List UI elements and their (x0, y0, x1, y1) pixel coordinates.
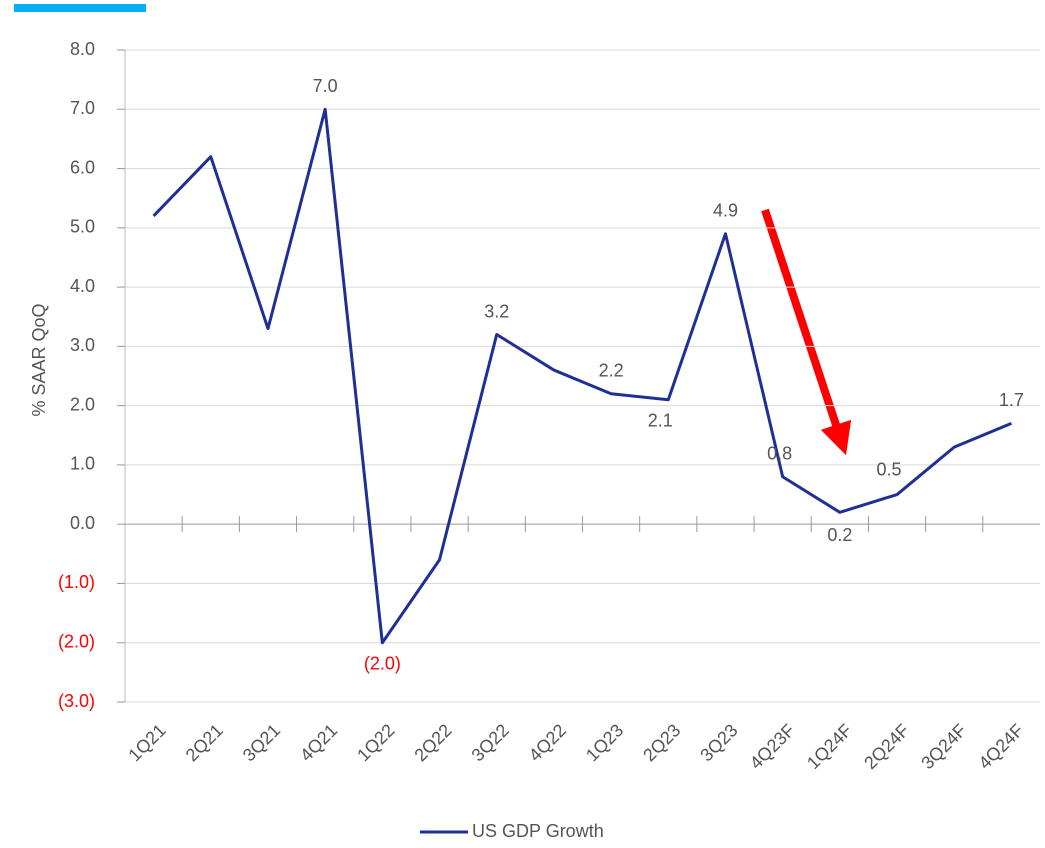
x-tick-label: 3Q23 (696, 720, 741, 765)
y-tick-label: 2.0 (70, 394, 95, 414)
legend-label: US GDP Growth (472, 821, 604, 841)
x-tick-label: 2Q24F (860, 720, 913, 773)
y-tick-label: 5.0 (70, 217, 95, 237)
x-tick-label: 2Q23 (639, 720, 684, 765)
data-label: 4.9 (713, 200, 738, 220)
x-tick-label: 3Q24F (917, 720, 970, 773)
x-tick-label: 1Q21 (124, 720, 169, 765)
data-label: 0.2 (827, 525, 852, 545)
x-tick-label: 4Q24F (975, 720, 1028, 773)
x-tick-label: 3Q21 (239, 720, 284, 765)
y-tick-label: 1.0 (70, 454, 95, 474)
data-label: 0.5 (877, 459, 902, 479)
y-tick-label: 0.0 (70, 513, 95, 533)
accent-bar (14, 4, 146, 12)
data-label: 1.7 (999, 390, 1024, 410)
x-tick-label: 2Q22 (410, 720, 455, 765)
y-tick-label: 8.0 (70, 39, 95, 59)
x-tick-label: 4Q23F (746, 720, 799, 773)
x-tick-label: 1Q24F (803, 720, 856, 773)
data-label: 2.2 (599, 361, 624, 381)
y-tick-label: (2.0) (58, 631, 95, 651)
x-tick-label: 1Q23 (582, 720, 627, 765)
y-tick-label: (3.0) (58, 691, 95, 711)
y-tick-label: 7.0 (70, 98, 95, 118)
data-label: 2.1 (648, 410, 673, 430)
y-axis-title: % SAAR QoQ (29, 303, 49, 416)
data-line (152, 107, 1012, 645)
annotation-arrow (761, 208, 852, 456)
x-tick-label: 2Q21 (182, 720, 227, 765)
x-tick-label: 1Q22 (353, 720, 398, 765)
x-tick-label: 4Q21 (296, 720, 341, 765)
y-tick-label: 4.0 (70, 276, 95, 296)
x-tick-label: 4Q22 (525, 720, 570, 765)
y-tick-label: 6.0 (70, 157, 95, 177)
y-tick-label: 3.0 (70, 335, 95, 355)
data-label: (2.0) (364, 653, 401, 673)
y-tick-label: (1.0) (58, 572, 95, 592)
data-label: 3.2 (484, 301, 509, 321)
x-tick-label: 3Q22 (468, 720, 513, 765)
data-label: 0.8 (767, 444, 792, 464)
data-label: 7.0 (313, 76, 338, 96)
